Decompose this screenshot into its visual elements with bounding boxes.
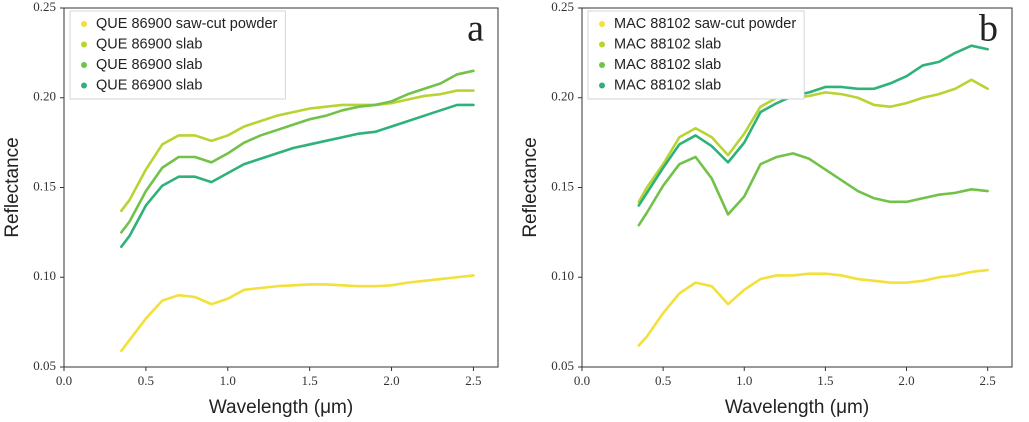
legend-label: QUE 86900 slab — [96, 36, 202, 52]
legend-label: QUE 86900 slab — [96, 57, 202, 73]
legend-label: MAC 88102 slab — [614, 77, 721, 93]
x-axis-label: Wavelength (μm) — [209, 397, 353, 418]
y-axis-label: Reflectance — [2, 137, 23, 237]
legend-marker — [81, 62, 87, 68]
legend-marker — [81, 21, 87, 27]
plot-frame — [581, 7, 1013, 368]
legend-label: MAC 88102 saw-cut powder — [614, 16, 796, 32]
legend: MAC 88102 saw-cut powder MAC 88102 slab MA… — [587, 10, 805, 100]
plot-frame — [63, 7, 499, 368]
x-tick-label: 1.5 — [817, 373, 833, 388]
y-tick-label: 0.10 — [33, 268, 56, 283]
panel-letter: b — [979, 8, 998, 50]
y-tick-label: 0.15 — [33, 178, 56, 193]
legend-label: QUE 86900 slab — [96, 77, 202, 93]
panel-letter: a — [467, 8, 484, 50]
spectrum-line — [637, 78, 989, 204]
y-tick-label: 0.25 — [33, 0, 56, 14]
legend-marker — [599, 82, 605, 89]
panel: 0.05 0.10 0.15 0.20 0.25 0.0 0.5 1.0 1.5 2.0 2.5 Wa… — [2, 0, 499, 418]
panel: 0.05 0.10 0.15 0.20 0.25 0.0 0.5 1.0 1.5 2.0 2.5 Wa… — [520, 0, 1013, 418]
spectrum-line — [120, 69, 475, 234]
x-tick-label: 2.5 — [465, 373, 481, 388]
legend-marker — [599, 21, 605, 27]
legend-label: MAC 88102 slab — [614, 36, 721, 52]
legend-marker — [81, 41, 87, 48]
legend-marker — [81, 82, 87, 89]
y-tick-label: 0.20 — [551, 89, 574, 104]
spectrum-line — [637, 268, 989, 347]
legend-frame — [69, 10, 286, 100]
x-tick-label: 2.5 — [980, 373, 996, 388]
y-tick-label: 0.25 — [551, 0, 574, 14]
legend-marker — [599, 41, 605, 48]
y-tick-label: 0.05 — [551, 358, 574, 373]
legend-label: QUE 86900 saw-cut powder — [96, 16, 278, 32]
y-tick-label: 0.10 — [551, 268, 574, 283]
x-tick-label: 0.5 — [138, 373, 154, 388]
legend-label: MAC 88102 slab — [614, 57, 721, 73]
x-tick-label: 1.5 — [302, 373, 318, 388]
x-tick-label: 2.0 — [383, 373, 399, 388]
x-tick-label: 0.0 — [56, 373, 72, 388]
legend-frame — [587, 10, 805, 100]
spectrum-line — [120, 274, 475, 353]
y-axis-label: Reflectance — [520, 137, 541, 237]
x-tick-label: 0.5 — [655, 373, 671, 388]
y-tick-label: 0.20 — [33, 89, 56, 104]
spectrum-line — [120, 89, 475, 213]
x-axis-label: Wavelength (μm) — [725, 397, 869, 418]
spectrum-line — [637, 44, 989, 207]
spectrum-line — [120, 103, 475, 249]
x-tick-label: 0.0 — [574, 373, 590, 388]
legend: QUE 86900 saw-cut powder QUE 86900 slab QU… — [69, 10, 286, 100]
y-tick-label: 0.05 — [33, 358, 56, 373]
x-tick-label: 1.0 — [736, 373, 752, 388]
y-tick-label: 0.15 — [551, 178, 574, 193]
spectrum-line — [637, 152, 989, 227]
x-tick-label: 1.0 — [220, 373, 236, 388]
x-tick-label: 2.0 — [898, 373, 914, 388]
legend-marker — [599, 62, 605, 68]
